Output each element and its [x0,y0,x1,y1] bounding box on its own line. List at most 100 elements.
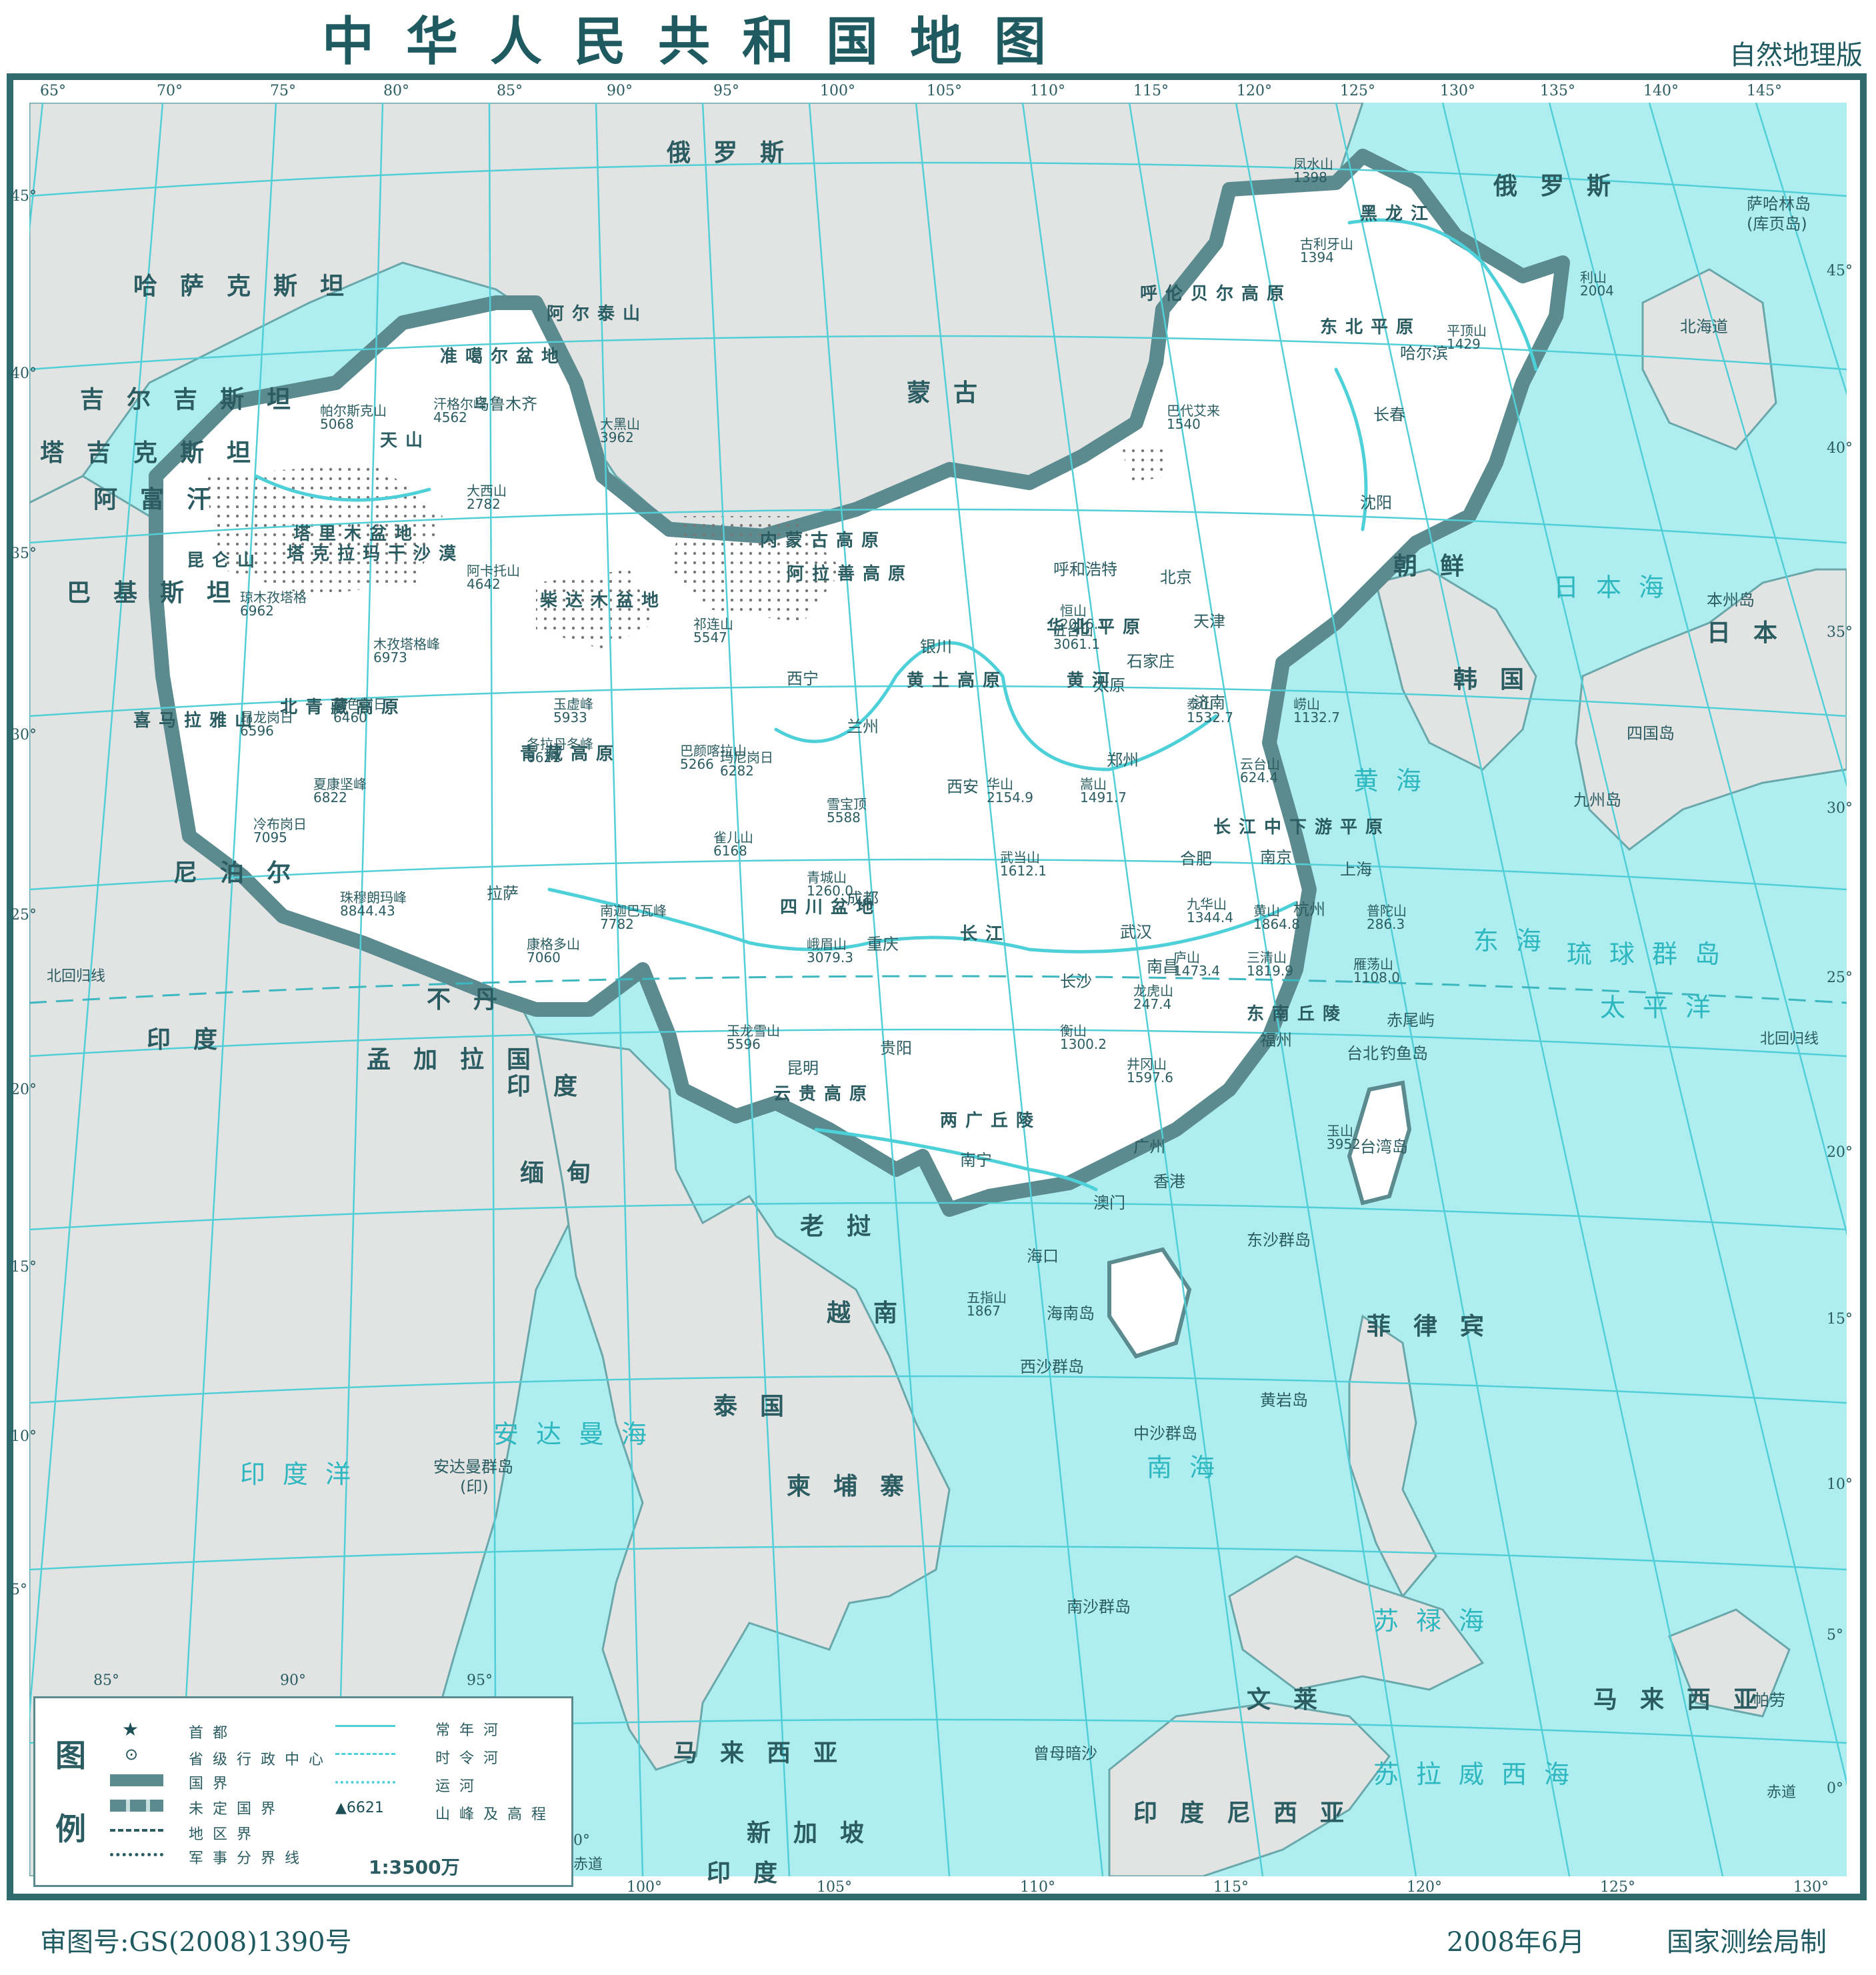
region-label: 黑龙江 [1360,204,1437,224]
city-label: 昆明 [787,1059,819,1078]
sea-label: 东海 [1473,926,1559,955]
island-label: 四国岛 [1627,724,1675,743]
country-label: 哈萨克斯坦 [133,272,367,300]
lat-label-left: 15° [11,1259,37,1276]
city-label: 南京 [1260,848,1292,867]
heilongjiang-river [1347,218,1538,371]
lon-label-top: 130° [1440,83,1475,99]
review-number: 审图号:GS(2008)1390号 [40,1927,352,1958]
peak-elevation: 2004 [1580,283,1614,299]
equator-label-left: 赤道 [573,1856,603,1873]
city-label: 武汉 [1120,923,1152,941]
legend-seasonal-river: 时令河 [435,1750,508,1767]
region-border-icon [110,1829,163,1832]
lon-label-bottom: 130° [1793,1879,1829,1896]
legend-canal: 运河 [435,1778,484,1795]
peak-elevation: 6168 [713,843,747,859]
map-canvas[interactable] [29,103,1847,1876]
peak-elevation: 1429 [1447,336,1481,352]
foreign-land [29,103,1847,1876]
legend-title-2: 例 [55,1811,86,1847]
region-label: 喜马拉雅山 [133,711,261,731]
city-label: 合肥 [1180,849,1212,868]
peak-elevation: 6973 [373,649,407,665]
undefined-border-icon [110,1800,163,1812]
lon-label-top: 115° [1133,83,1169,99]
island-label: (印) [460,1478,489,1496]
publish-date: 2008年6月 [1447,1927,1585,1958]
region-label: 东南丘陵 [1247,1004,1349,1024]
lon-label-bottom: 100° [627,1879,662,1896]
peak-elevation: 1532.7 [1187,709,1233,725]
legend-military-line: 军事分界线 [189,1850,309,1867]
island-label: 西沙群岛 [1020,1358,1084,1376]
city-label: 北京 [1160,568,1192,587]
region-label: 阿尔泰山 [547,304,649,324]
lat-label-right: 0° [1827,1780,1843,1797]
peak-elevation: 7782 [600,916,634,932]
country-label: 印度 [707,1859,801,1887]
peak-elevation: 5588 [827,809,861,825]
city-label: 乌鲁木齐 [473,395,537,413]
peak-elevation: 6962 [240,603,274,619]
peak-elevation: 4642 [467,576,501,592]
peak-label: 南迦巴瓦峰 [600,903,667,919]
china-land [149,149,1570,1359]
sea-label: 日本海 [1553,573,1682,602]
peak-label: 玉龙雪山 [727,1023,780,1039]
peak-elevation: 3079.3 [807,949,853,965]
edition-label: 自然地理版 [1729,40,1863,71]
peak-label: 武当山 [1000,849,1040,865]
lon-label-top: 90° [607,83,633,99]
island-label: (库页岛) [1747,215,1807,233]
peak-elevation: 1260.0 [807,883,853,899]
peak-label: 祁连山 [693,616,733,632]
region-label: 柴达木盆地 [540,591,667,611]
peak-elevation: 1612.1 [1000,863,1047,879]
lat-label-left: 40° [11,365,37,382]
peak-elevation: 6460 [333,709,367,725]
publisher: 国家测绘局制 [1667,1927,1827,1958]
peak-elevation: 1344.4 [1187,909,1233,925]
lon-label-bottom: 125° [1600,1879,1635,1896]
peak-label: 巴颜喀拉山 [680,743,747,759]
sea-label: 南海 [1147,1453,1233,1482]
peak-elevation: 4562 [433,409,467,425]
lon-label-bottom: 110° [1020,1879,1055,1896]
lat-label-right: 10° [1827,1476,1853,1493]
legend: 图 例 ★ 首都 ⊙ 省级行政中心 国界 未定国界 地区界 军事分界线 常年河 … [33,1696,573,1887]
rivers [254,218,1538,1192]
region-label: 东北平原 [1320,317,1422,337]
peak-elevation: 5547 [693,629,727,645]
peak-label: 井冈山 [1127,1056,1167,1072]
canal-icon [335,1781,395,1784]
peak-label: 青城山 [807,869,847,885]
peak-elevation: 1491.7 [1080,789,1127,805]
island-label: 海南岛 [1047,1304,1095,1323]
equator-label: 赤道 [1767,1784,1797,1801]
peak-elevation: 1597.6 [1127,1070,1173,1086]
peak-label: 雀儿山 [713,829,753,845]
peak-elevation: 1819.9 [1247,963,1293,979]
city-label: 澳门 [1093,1194,1125,1212]
peak-elevation: 6282 [720,763,754,779]
legend-national-border: 国界 [189,1776,237,1792]
peak-label: 珠穆朗玛峰 [340,889,407,905]
region-label: 长江 [960,924,1011,944]
lon-label-top: 140° [1643,83,1679,99]
region-label: 昆仑山 [187,551,263,571]
legend-undefined-border: 未定国界 [189,1801,285,1818]
country-label: 阿富汗 [93,485,234,513]
peak-label: 平顶山 [1447,323,1487,339]
peak-label: 夏康坚峰 [313,776,367,792]
island-label: 黄岩岛 [1260,1391,1308,1410]
peak-elevation: 1473.4 [1173,963,1220,979]
city-label: 南昌 [1147,957,1179,976]
peak-elevation: 1867 [967,1303,1001,1319]
peak-label: 三清山 [1247,949,1287,965]
sea-label: 苏拉威西海 [1373,1760,1587,1789]
lon-label-bottom: 105° [817,1879,852,1896]
city-label: 福州 [1260,1031,1292,1050]
peak-label: 庐山 [1173,949,1200,965]
peak-label: 玛尼岗日 [720,749,773,765]
